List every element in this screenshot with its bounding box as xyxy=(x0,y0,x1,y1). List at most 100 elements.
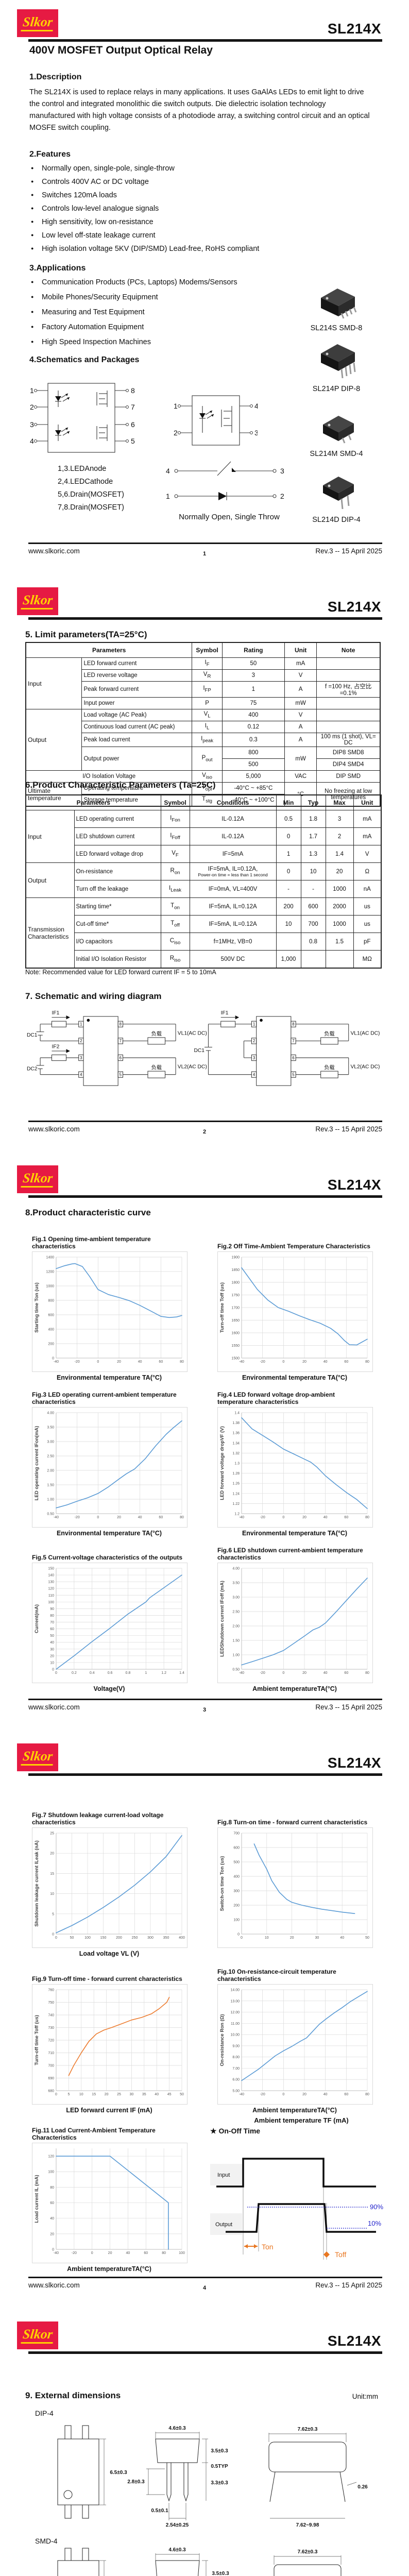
table-cell: 1000 xyxy=(325,915,354,933)
pin-label: 1 xyxy=(30,386,34,395)
svg-text:0: 0 xyxy=(52,1668,54,1672)
part-number: SL214X xyxy=(327,1755,381,1771)
pin-label: 3 xyxy=(254,429,258,437)
table-cell: 100 ms (1 shot), VL= DC xyxy=(316,733,381,747)
svg-text:40: 40 xyxy=(323,1671,328,1675)
footer-site: www.slkoric.com xyxy=(28,2281,80,2289)
table-cell: 1 xyxy=(221,681,285,698)
figure-title: Fig.10 On-resistance-circuit temperature… xyxy=(217,1968,336,1982)
figure-9: Fig.9 Turn-off time - forward current ch… xyxy=(32,1967,188,2115)
slkor-logo-text: Slkor xyxy=(21,14,55,31)
table-cell: P xyxy=(192,697,223,709)
table-cell: Viso xyxy=(192,770,223,783)
svg-text:0: 0 xyxy=(91,2251,93,2255)
svg-text:10: 10 xyxy=(50,1892,54,1896)
svg-text:0: 0 xyxy=(282,1671,284,1675)
svg-text:-40: -40 xyxy=(54,1360,59,1364)
package-label: SL214M SMD-4 xyxy=(310,450,363,458)
table-header-cell: Parameters xyxy=(25,642,193,658)
svg-text:300: 300 xyxy=(233,1890,240,1893)
svg-text:80: 80 xyxy=(50,2186,54,2190)
dim-label: 6.5±0.3 xyxy=(110,2470,127,2476)
svg-text:30: 30 xyxy=(130,2093,134,2096)
table-cell: - xyxy=(300,880,326,898)
table-cell xyxy=(316,697,381,709)
header-rule xyxy=(28,39,382,42)
pin-legend: 1,3.LEDAnode 2,4.LEDCathode 5,6.Drain(MO… xyxy=(58,463,124,514)
table-cell xyxy=(325,950,354,969)
characteristic-parameters-table: Parameters Symbol Conditions Min Typ Max Unit I… xyxy=(25,794,382,969)
wiring-pin: 6 xyxy=(120,1056,122,1060)
wiring-pin: 5 xyxy=(120,1072,122,1077)
chart-plot: 1500 1550 1600 1650 1700 1750 1800 1850 1900 -40 -… xyxy=(217,1251,373,1372)
table-cell: Ipeak xyxy=(192,733,223,747)
svg-text:3.00: 3.00 xyxy=(232,1596,240,1600)
table-cell: IF xyxy=(192,657,223,670)
table-cell: 10 xyxy=(300,862,326,880)
footer-page-number: 4 xyxy=(202,2285,207,2291)
svg-text:25: 25 xyxy=(50,1832,54,1836)
figure-3: Fig.3 LED operating current-ambient temp… xyxy=(32,1390,188,1538)
table-cell: Turn off the leakage xyxy=(74,880,161,898)
load-voltage-label: VL1(AC DC) xyxy=(350,1030,380,1036)
description-paragraph: The SL214X is used to replace relays in … xyxy=(29,88,370,132)
svg-text:9.00: 9.00 xyxy=(232,2044,240,2048)
svg-text:700: 700 xyxy=(48,2064,54,2068)
table-cell: Peak forward current xyxy=(81,681,193,698)
table-cell: - xyxy=(276,880,301,898)
dc-source-label: DC1 xyxy=(194,1048,204,1054)
table-cell: Load voltage (AC Peak) xyxy=(81,709,193,721)
slkor-logo-text: Slkor xyxy=(21,2327,55,2344)
wiring-pin: 5 xyxy=(292,1072,295,1077)
table-cell: LED reverse voltage xyxy=(81,669,193,682)
table-cell: 0 xyxy=(276,827,301,845)
figure-title: Fig.7 Shutdown leakage current-load volt… xyxy=(32,1811,164,1826)
table-cell: mA xyxy=(284,657,317,670)
svg-text:200: 200 xyxy=(48,1343,54,1346)
switch-caption: Normally Open, Single Throw xyxy=(179,513,280,521)
switch-terminal-label: 3 xyxy=(280,467,284,475)
chart-plot: 5.00 6.00 7.00 8.00 9.00 10.00 11.00 12.00 13.00… xyxy=(217,1984,373,2105)
table-cell: IF=5mA xyxy=(189,845,277,863)
svg-text:15: 15 xyxy=(50,1872,54,1876)
chip-photo-icon xyxy=(323,416,354,444)
table-cell: 600 xyxy=(300,897,326,916)
svg-text:7.00: 7.00 xyxy=(232,2067,240,2071)
table-cell: IL-0.12A xyxy=(189,810,277,828)
table-cell: On-resistance xyxy=(74,862,161,880)
table-header-cell: Min xyxy=(276,794,301,810)
svg-text:-40: -40 xyxy=(239,2093,244,2096)
figure-title: Fig.1 Opening time-ambient temperature c… xyxy=(32,1235,151,1250)
table-cell: IF=5mA, IL=0.12A, Power-on time = less th… xyxy=(189,862,277,880)
svg-text:0: 0 xyxy=(55,2093,57,2096)
page-4: Slkor SL214X Fig.7 Shutdown leakage curr… xyxy=(0,1734,409,2312)
svg-text:80: 80 xyxy=(365,2093,369,2096)
svg-text:10: 10 xyxy=(265,1936,269,1940)
table-cell: IFon xyxy=(160,810,190,828)
svg-text:60: 60 xyxy=(144,2251,148,2255)
dim-label: 7.62±0.3 xyxy=(298,2549,318,2555)
dim-label: 2.8±0.3 xyxy=(127,2479,145,2485)
svg-text:20: 20 xyxy=(290,1936,294,1940)
svg-text:400: 400 xyxy=(233,1875,240,1879)
svg-text:20: 20 xyxy=(108,2251,112,2255)
table-cell: IL xyxy=(192,721,223,733)
svg-text:0: 0 xyxy=(97,1516,99,1519)
svg-text:720: 720 xyxy=(48,2039,54,2043)
svg-text:80: 80 xyxy=(365,1516,369,1519)
svg-text:5.00: 5.00 xyxy=(232,2090,240,2093)
table-cell: A xyxy=(284,721,317,733)
table-cell: 50 xyxy=(221,657,285,670)
page-1: Slkor SL214X 400V MOSFET Output Optical … xyxy=(0,0,409,578)
smd4-dimensions-drawing: 6.5±0.3 4.6±0.3 3.5±0.3 0.35+0.2/-0.30 1… xyxy=(57,2547,342,2576)
svg-text:-40: -40 xyxy=(54,2251,59,2255)
footer-rule xyxy=(28,1699,382,1700)
x-axis-label: Ambient temperatureTA(°C) xyxy=(67,2265,151,2273)
table-cell: LED shutdown current xyxy=(74,827,161,845)
feature-item: Low level off-state leakage current xyxy=(29,231,349,240)
pin-label: 8 xyxy=(131,386,135,395)
part-number: SL214X xyxy=(327,2333,381,2349)
slkor-logo: Slkor xyxy=(17,1743,58,1771)
svg-text:1.00: 1.00 xyxy=(232,1654,240,1657)
table-cell: 5,000 xyxy=(221,770,285,783)
